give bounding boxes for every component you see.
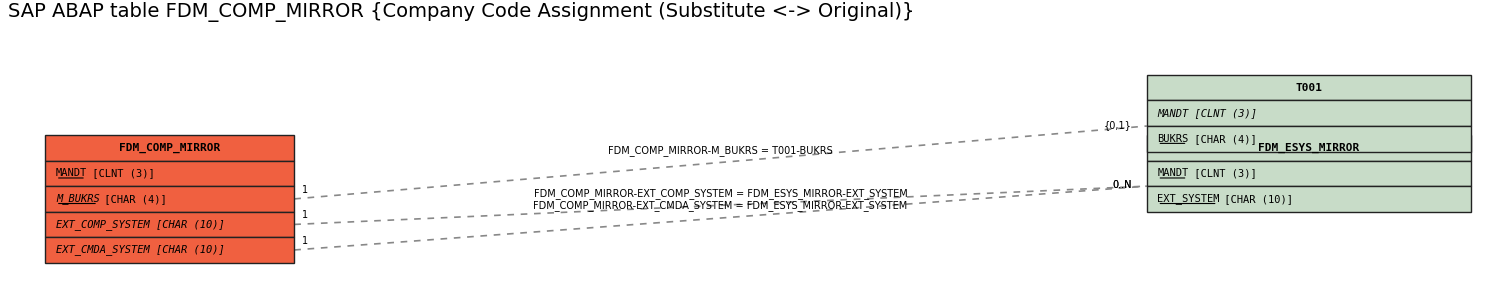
Text: M_BUKRS: M_BUKRS <box>56 193 100 204</box>
FancyBboxPatch shape <box>1147 101 1471 126</box>
Text: MANDT: MANDT <box>56 168 88 178</box>
FancyBboxPatch shape <box>1147 75 1471 101</box>
FancyBboxPatch shape <box>1147 135 1471 161</box>
Text: FDM_COMP_MIRROR-EXT_COMP_SYSTEM = FDM_ESYS_MIRROR-EXT_SYSTEM: FDM_COMP_MIRROR-EXT_COMP_SYSTEM = FDM_ES… <box>534 188 907 199</box>
Text: [CLNT (3)]: [CLNT (3)] <box>1188 168 1257 178</box>
Text: EXT_SYSTEM: EXT_SYSTEM <box>1157 193 1219 204</box>
Text: 1: 1 <box>302 185 308 195</box>
FancyBboxPatch shape <box>1147 186 1471 212</box>
Text: [CHAR (10)]: [CHAR (10)] <box>1218 194 1293 204</box>
Text: T001: T001 <box>1296 83 1322 93</box>
Text: [CHAR (4)]: [CHAR (4)] <box>1188 134 1257 144</box>
Text: FDM_COMP_MIRROR-M_BUKRS = T001-BUKRS: FDM_COMP_MIRROR-M_BUKRS = T001-BUKRS <box>608 145 833 156</box>
Text: {0,1}: {0,1} <box>1105 120 1132 130</box>
FancyBboxPatch shape <box>45 135 294 161</box>
Text: FDM_ESYS_MIRROR: FDM_ESYS_MIRROR <box>1259 143 1360 153</box>
Text: MANDT: MANDT <box>1157 168 1189 178</box>
Text: 0..N: 0..N <box>1112 180 1132 190</box>
Text: 1: 1 <box>302 210 308 220</box>
Text: [CHAR (4)]: [CHAR (4)] <box>98 194 167 204</box>
FancyBboxPatch shape <box>45 161 294 186</box>
Text: 1: 1 <box>302 236 308 246</box>
Text: FDM_COMP_MIRROR: FDM_COMP_MIRROR <box>119 143 220 153</box>
FancyBboxPatch shape <box>45 212 294 237</box>
Text: MANDT [CLNT (3)]: MANDT [CLNT (3)] <box>1157 108 1257 118</box>
FancyBboxPatch shape <box>45 237 294 263</box>
FancyBboxPatch shape <box>1147 126 1471 152</box>
FancyBboxPatch shape <box>45 186 294 212</box>
Text: EXT_COMP_SYSTEM [CHAR (10)]: EXT_COMP_SYSTEM [CHAR (10)] <box>56 219 225 230</box>
Text: EXT_CMDA_SYSTEM [CHAR (10)]: EXT_CMDA_SYSTEM [CHAR (10)] <box>56 244 225 255</box>
FancyBboxPatch shape <box>1147 161 1471 186</box>
Text: 0..N: 0..N <box>1112 180 1132 190</box>
Text: [CLNT (3)]: [CLNT (3)] <box>86 168 155 178</box>
Text: FDM_COMP_MIRROR-EXT_CMDA_SYSTEM = FDM_ESYS_MIRROR-EXT_SYSTEM: FDM_COMP_MIRROR-EXT_CMDA_SYSTEM = FDM_ES… <box>533 201 908 212</box>
Text: SAP ABAP table FDM_COMP_MIRROR {Company Code Assignment (Substitute <-> Original: SAP ABAP table FDM_COMP_MIRROR {Company … <box>8 2 914 22</box>
Text: BUKRS: BUKRS <box>1157 134 1189 144</box>
